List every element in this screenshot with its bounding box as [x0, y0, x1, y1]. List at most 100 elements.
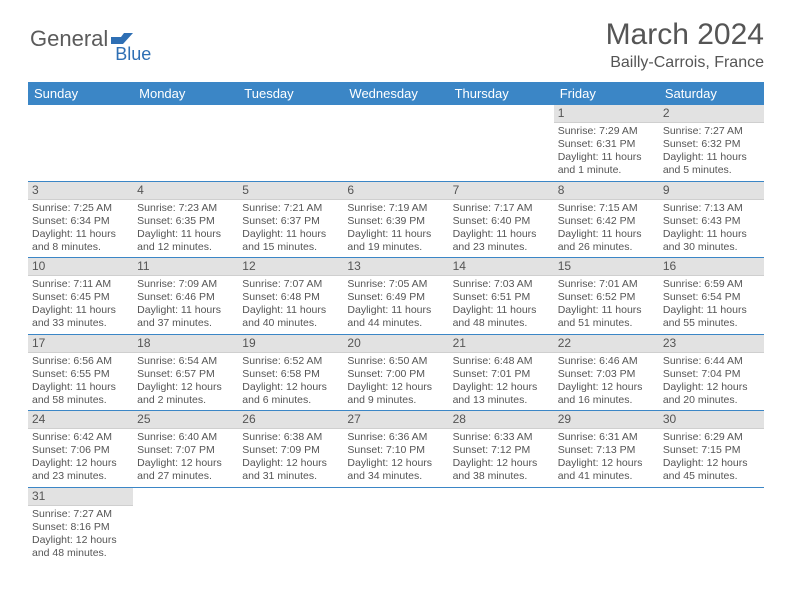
daylight-text: Daylight: 11 hours and 19 minutes.: [347, 228, 444, 254]
day-details: Sunrise: 7:23 AMSunset: 6:35 PMDaylight:…: [133, 200, 238, 258]
calendar-cell: 31Sunrise: 7:27 AMSunset: 8:16 PMDayligh…: [28, 487, 133, 563]
sunset-text: Sunset: 6:48 PM: [242, 291, 339, 304]
sunrise-text: Sunrise: 6:52 AM: [242, 355, 339, 368]
calendar-cell: [449, 105, 554, 181]
calendar-week-row: 10 Sunrise: 7:11 AMSunset: 6:45 PM Dayligh…: [28, 258, 764, 335]
calendar-cell: 16Sunrise: 6:59 AMSunset: 6:54 PMDayligh…: [659, 258, 764, 335]
daylight-text: Daylight: 11 hours and 12 minutes.: [137, 228, 234, 254]
day-details: Sunrise: 6:52 AMSunset: 6:58 PMDaylight:…: [238, 353, 343, 411]
sunset-text: Sunset: 6:57 PM: [137, 368, 234, 381]
day-number: 8: [554, 182, 659, 200]
day-number: 11: [133, 258, 238, 276]
sunset-text: Sunset: 6:46 PM: [137, 291, 234, 304]
calendar-cell: [28, 105, 133, 181]
calendar-cell: 11Sunrise: 7:09 AMSunset: 6:46 PMDayligh…: [133, 258, 238, 335]
day-number: 19: [238, 335, 343, 353]
logo-text-1: General: [30, 26, 108, 52]
sunrise-text: Sunrise: 7:29 AM: [558, 125, 655, 138]
sunset-text: Sunset: 7:10 PM: [347, 444, 444, 457]
day-details: Sunrise: 6:56 AMSunset: 6:55 PMDaylight:…: [28, 353, 133, 411]
calendar-cell: 29Sunrise: 6:31 AMSunset: 7:13 PMDayligh…: [554, 411, 659, 488]
day-details: Sunrise: 6:40 AMSunset: 7:07 PMDaylight:…: [133, 429, 238, 487]
daylight-text: Daylight: 11 hours and 15 minutes.: [242, 228, 339, 254]
day-details: Sunrise: 6:36 AMSunset: 7:10 PMDaylight:…: [343, 429, 448, 487]
calendar-cell: 6Sunrise: 7:19 AMSunset: 6:39 PMDaylight…: [343, 181, 448, 258]
sunset-text: Sunset: 6:43 PM: [663, 215, 760, 228]
sunrise-text: Sunrise: 7:17 AM: [453, 202, 550, 215]
sunrise-text: Sunrise: 6:36 AM: [347, 431, 444, 444]
calendar-cell: [659, 487, 764, 563]
calendar-cell: 9Sunrise: 7:13 AMSunset: 6:43 PMDaylight…: [659, 181, 764, 258]
day-number: 5: [238, 182, 343, 200]
sunrise-text: Sunrise: 6:59 AM: [663, 278, 760, 291]
day-number: 3: [28, 182, 133, 200]
day-number: 1: [554, 105, 659, 123]
sunrise-text: Sunrise: 6:31 AM: [558, 431, 655, 444]
sunset-text: Sunset: 6:35 PM: [137, 215, 234, 228]
day-details: Sunrise: 6:44 AMSunset: 7:04 PMDaylight:…: [659, 353, 764, 411]
day-details: Sunrise: 7:09 AMSunset: 6:46 PMDaylight:…: [133, 276, 238, 334]
logo-text-2: Blue: [115, 44, 151, 65]
calendar-cell: [449, 487, 554, 563]
day-details: Sunrise: 7:19 AMSunset: 6:39 PMDaylight:…: [343, 200, 448, 258]
daylight-text: Daylight: 12 hours and 38 minutes.: [453, 457, 550, 483]
weekday-header-row: Sunday Monday Tuesday Wednesday Thursday…: [28, 82, 764, 105]
day-details: Sunrise: 6:33 AMSunset: 7:12 PMDaylight:…: [449, 429, 554, 487]
day-number: 31: [28, 488, 133, 506]
sunrise-text: Sunrise: 7:01 AM: [558, 278, 655, 291]
day-number: 15: [554, 258, 659, 276]
daylight-text: Daylight: 11 hours and 8 minutes.: [32, 228, 129, 254]
day-details: Sunrise: 6:38 AMSunset: 7:09 PMDaylight:…: [238, 429, 343, 487]
weekday-header: Monday: [133, 82, 238, 105]
daylight-text: Daylight: 12 hours and 31 minutes.: [242, 457, 339, 483]
daylight-text: Daylight: 11 hours and 55 minutes.: [663, 304, 760, 330]
sunrise-text: Sunrise: 7:15 AM: [558, 202, 655, 215]
sunset-text: Sunset: 6:55 PM: [32, 368, 129, 381]
sunset-text: Sunset: 7:13 PM: [558, 444, 655, 457]
sunrise-text: Sunrise: 7:11 AM: [32, 278, 129, 291]
sunset-text: Sunset: 6:31 PM: [558, 138, 655, 151]
day-details: Sunrise: 6:29 AMSunset: 7:15 PMDaylight:…: [659, 429, 764, 487]
sunrise-text: Sunrise: 7:09 AM: [137, 278, 234, 291]
sunset-text: Sunset: 6:40 PM: [453, 215, 550, 228]
sunrise-text: Sunrise: 6:33 AM: [453, 431, 550, 444]
weekday-header: Friday: [554, 82, 659, 105]
day-details: Sunrise: 7:01 AMSunset: 6:52 PMDaylight:…: [554, 276, 659, 334]
day-number: 7: [449, 182, 554, 200]
sunset-text: Sunset: 7:04 PM: [663, 368, 760, 381]
day-details: Sunrise: 6:50 AMSunset: 7:00 PMDaylight:…: [343, 353, 448, 411]
day-number: 30: [659, 411, 764, 429]
calendar-cell: 25Sunrise: 6:40 AMSunset: 7:07 PMDayligh…: [133, 411, 238, 488]
calendar-table: Sunday Monday Tuesday Wednesday Thursday…: [28, 82, 764, 563]
day-number: 2: [659, 105, 764, 123]
sunset-text: Sunset: 7:15 PM: [663, 444, 760, 457]
calendar-cell: [133, 105, 238, 181]
day-details: Sunrise: 6:54 AMSunset: 6:57 PMDaylight:…: [133, 353, 238, 411]
sunset-text: Sunset: 6:52 PM: [558, 291, 655, 304]
sunrise-text: Sunrise: 6:38 AM: [242, 431, 339, 444]
calendar-cell: 23Sunrise: 6:44 AMSunset: 7:04 PMDayligh…: [659, 334, 764, 411]
daylight-text: Daylight: 12 hours and 9 minutes.: [347, 381, 444, 407]
day-number: 4: [133, 182, 238, 200]
calendar-cell: 2Sunrise: 7:27 AMSunset: 6:32 PMDaylight…: [659, 105, 764, 181]
sunrise-text: Sunrise: 6:48 AM: [453, 355, 550, 368]
day-details: Sunrise: 7:27 AMSunset: 6:32 PMDaylight:…: [659, 123, 764, 181]
day-number: 29: [554, 411, 659, 429]
calendar-cell: 26Sunrise: 6:38 AMSunset: 7:09 PMDayligh…: [238, 411, 343, 488]
calendar-cell: 30Sunrise: 6:29 AMSunset: 7:15 PMDayligh…: [659, 411, 764, 488]
calendar-cell: [343, 105, 448, 181]
day-details: Sunrise: 7:21 AMSunset: 6:37 PMDaylight:…: [238, 200, 343, 258]
day-number: 27: [343, 411, 448, 429]
calendar-cell: [238, 487, 343, 563]
day-details: Sunrise: 7:13 AMSunset: 6:43 PMDaylight:…: [659, 200, 764, 258]
day-details: Sunrise: 7:27 AMSunset: 8:16 PMDaylight:…: [28, 506, 133, 564]
weekday-header: Sunday: [28, 82, 133, 105]
calendar-week-row: 24Sunrise: 6:42 AMSunset: 7:06 PMDayligh…: [28, 411, 764, 488]
day-number: 10: [28, 258, 133, 276]
day-number: 26: [238, 411, 343, 429]
calendar-cell: 3Sunrise: 7:25 AMSunset: 6:34 PMDaylight…: [28, 181, 133, 258]
daylight-text: Daylight: 12 hours and 20 minutes.: [663, 381, 760, 407]
sunset-text: Sunset: 6:45 PM: [32, 291, 129, 304]
day-number: 9: [659, 182, 764, 200]
day-number: 18: [133, 335, 238, 353]
